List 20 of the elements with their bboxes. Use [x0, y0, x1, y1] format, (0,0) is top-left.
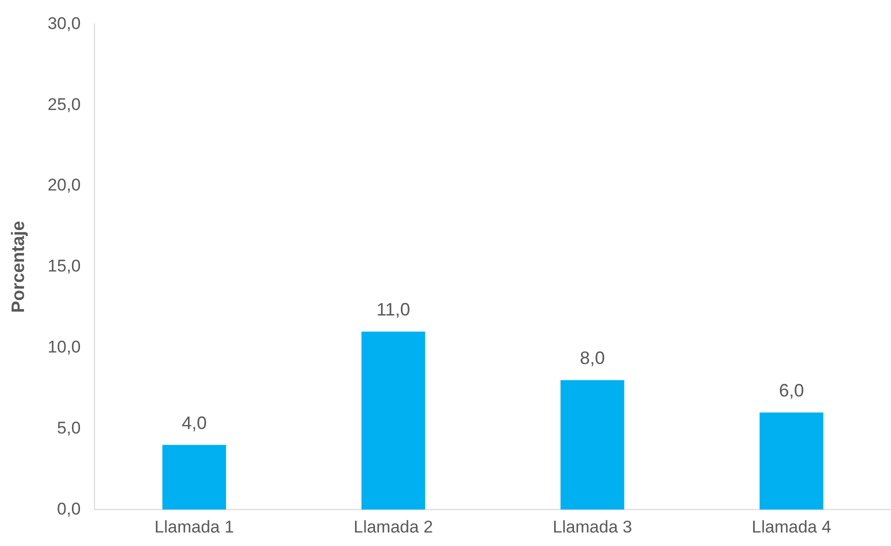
bar — [361, 332, 426, 510]
x-tick-label: Llamada 3 — [552, 517, 632, 536]
y-axis-title: Porcentaje — [8, 220, 28, 313]
y-tick-label: 10,0 — [48, 337, 81, 356]
x-tick-label: Llamada 4 — [752, 517, 832, 536]
bar — [760, 412, 824, 510]
y-tick-label: 0,0 — [57, 499, 81, 518]
y-tick-label: 5,0 — [57, 418, 81, 438]
x-tick-label: Llamada 1 — [154, 517, 234, 536]
bar — [162, 444, 226, 510]
data-label: 11,0 — [376, 300, 410, 320]
y-tick-label: 15,0 — [48, 256, 81, 276]
x-tick-label: Llamada 2 — [354, 517, 433, 536]
y-tick-label: 25,0 — [48, 94, 81, 114]
data-label: 4,0 — [182, 412, 207, 433]
data-label: 6,0 — [778, 380, 804, 400]
bar — [560, 380, 624, 510]
data-label: 8,0 — [580, 348, 605, 368]
y-tick-label: 30,0 — [48, 14, 81, 33]
y-tick-label: 20,0 — [48, 176, 81, 195]
